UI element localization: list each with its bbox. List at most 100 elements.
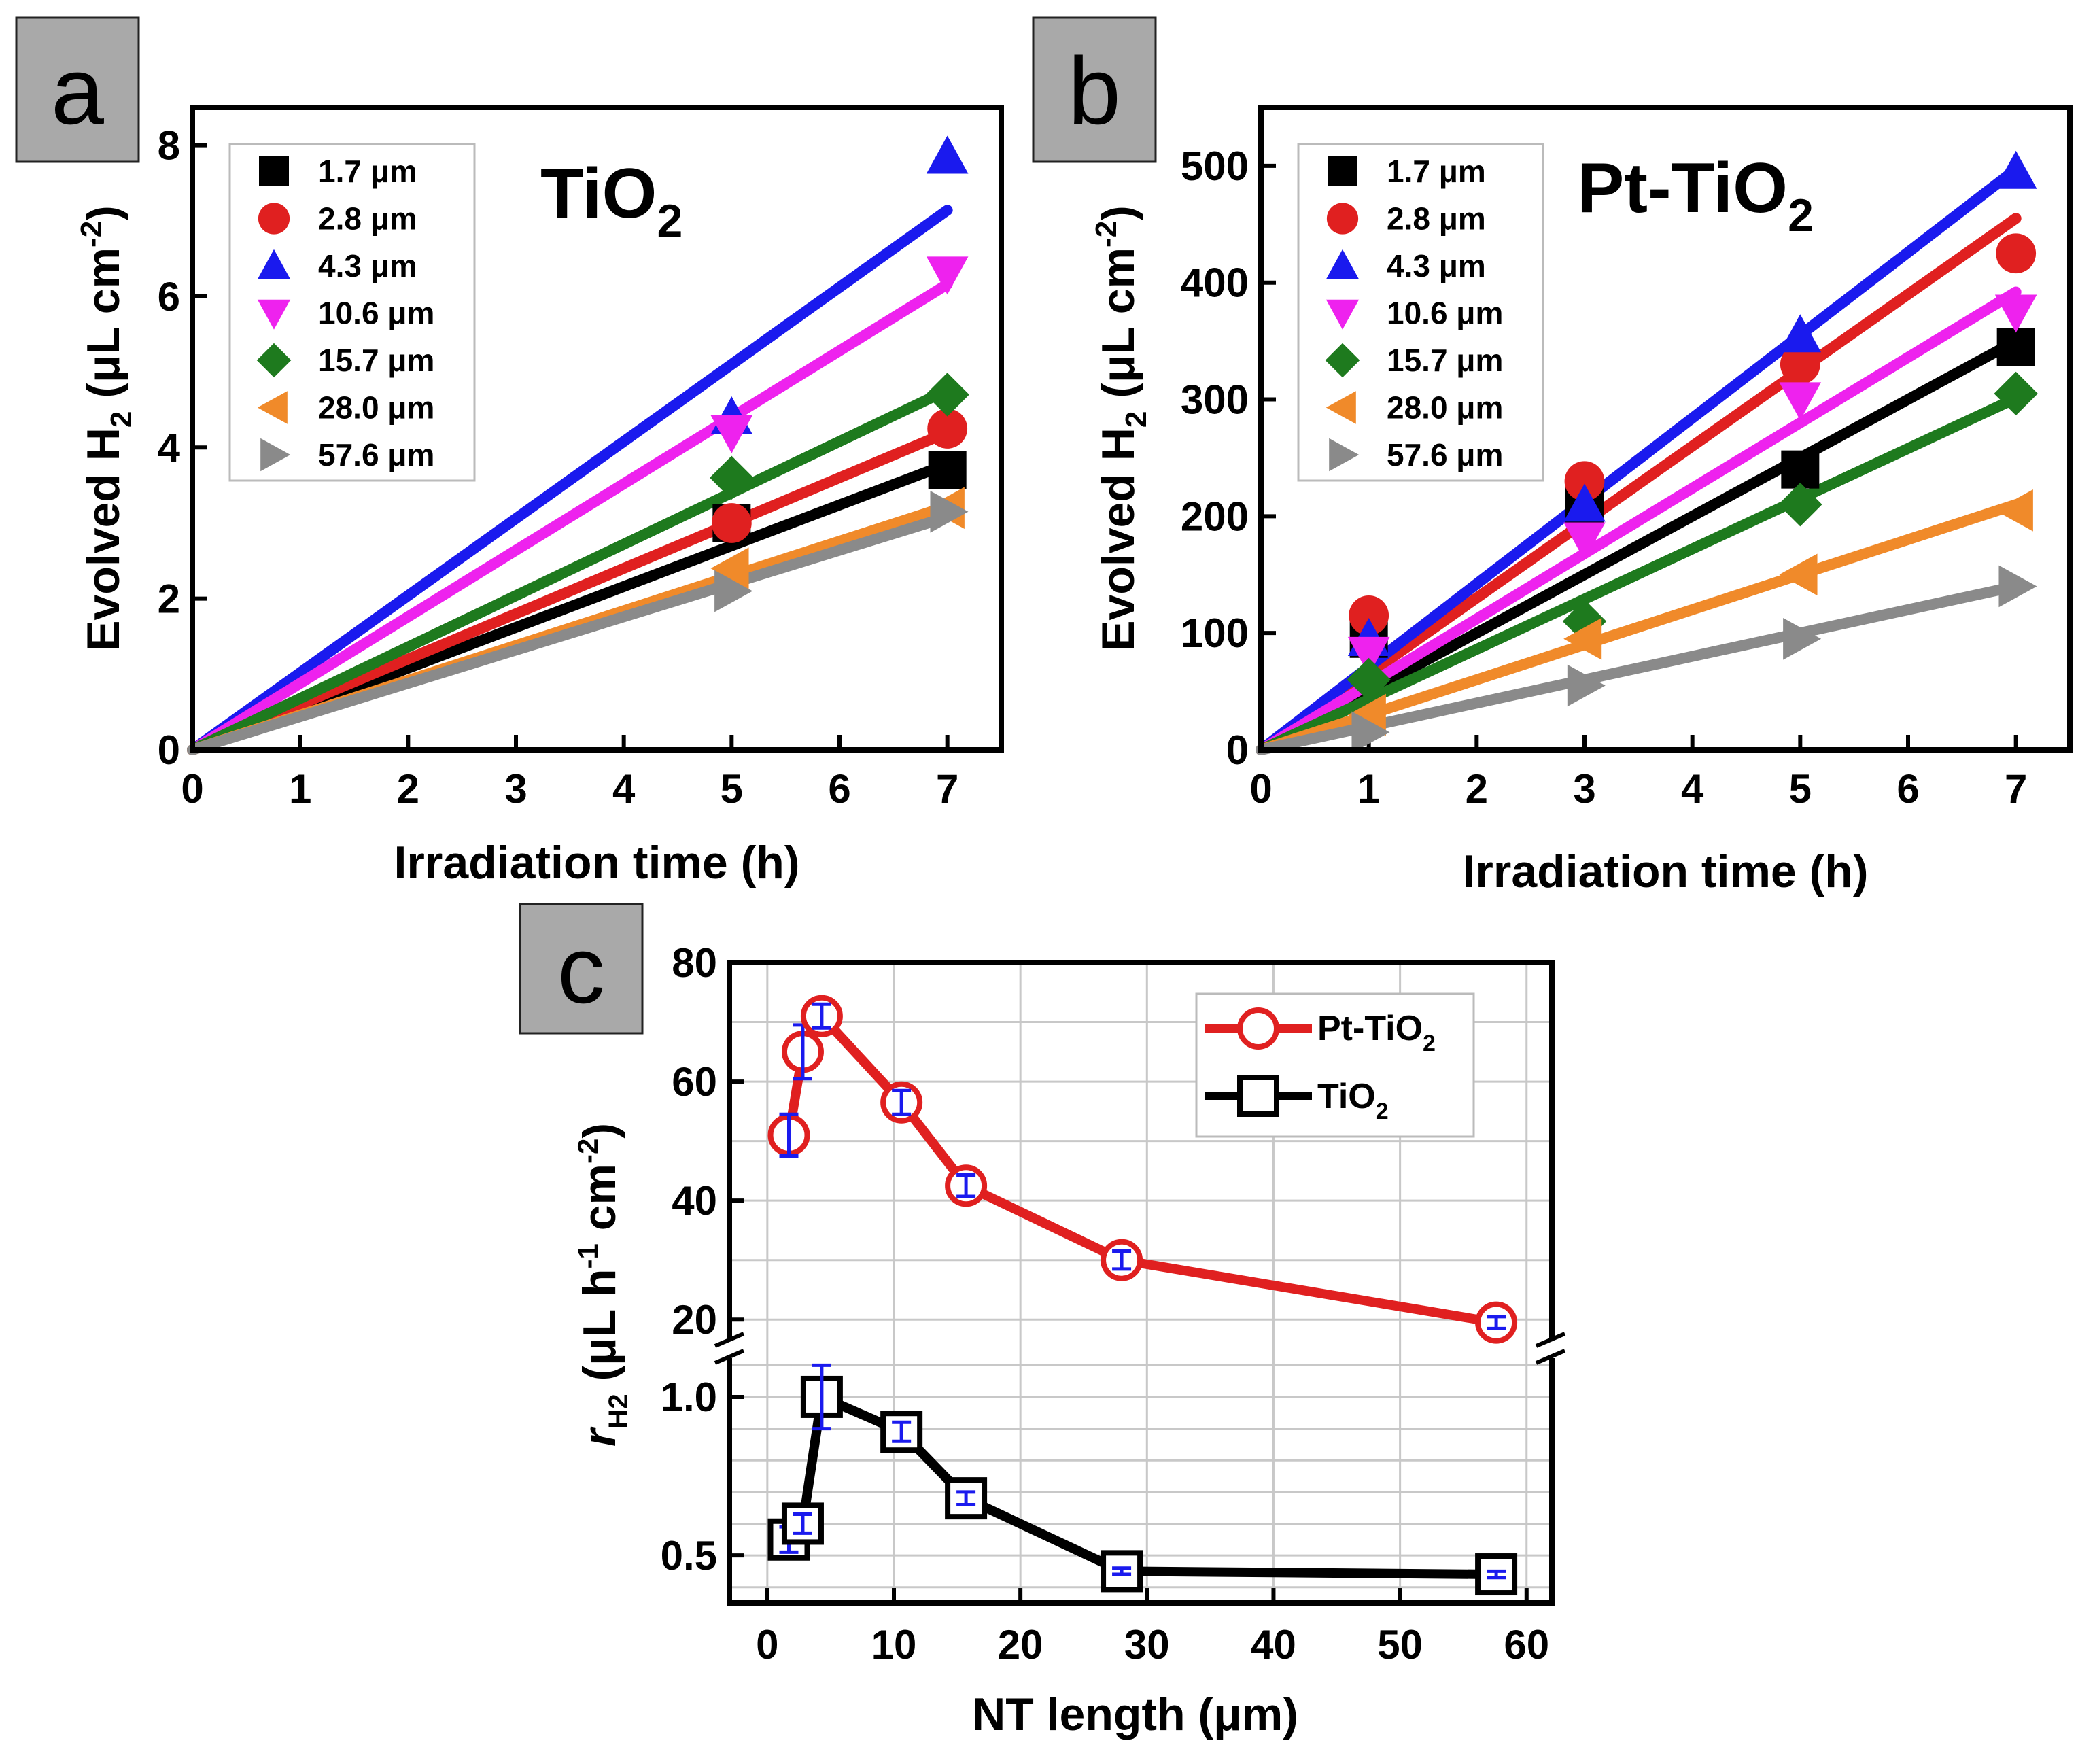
data-point — [710, 455, 754, 500]
legend-marker — [256, 343, 292, 378]
ylabel-b: Evolved H2 (μL cm-2) — [1090, 205, 1153, 651]
panel-b: b 0 1 2 3 4 5 6 7 0 100 200 300 400 500 1.7 μm 2.8 μm 4… — [1032, 16, 2073, 897]
panel-c-label-box — [519, 903, 644, 1035]
data-point — [1567, 664, 1606, 707]
x-tick-label: 3 — [1573, 766, 1595, 812]
y-tick-label: 6 — [158, 274, 180, 319]
panel-a: a 0 1 2 3 4 5 6 7 0 2 4 6 8 1.7 μm 2.8 μm 4.3 μm 10.6 μ… — [15, 16, 1004, 888]
y-tick-label: 80 — [672, 940, 717, 986]
y-tick-label: 8 — [158, 123, 180, 169]
plot-b-frame — [1258, 105, 2073, 753]
data-point — [930, 490, 969, 533]
data-point — [1996, 328, 2035, 366]
legend-label: 10.6 μm — [1387, 296, 1503, 331]
fit-line — [187, 511, 953, 755]
data-point — [926, 256, 969, 295]
panel-b-label-box — [1032, 16, 1157, 163]
ylabel-c: rH2 (μL h-1 cm-2) — [572, 1123, 634, 1447]
legend-c-ti-label: TiO2 — [1317, 1077, 1389, 1124]
y-tick-label: 0 — [158, 727, 180, 773]
legend-label: 28.0 μm — [1387, 390, 1503, 426]
legend-label: 1.7 μm — [318, 154, 417, 189]
data-point — [1996, 233, 2037, 274]
x-tick-label: 6 — [828, 766, 850, 812]
data-point — [1994, 150, 2037, 189]
y-tick-label: 20 — [672, 1297, 717, 1343]
x-tick-label: 0 — [181, 766, 203, 812]
data-point — [1564, 461, 1605, 502]
x-tick-label: 7 — [936, 766, 958, 812]
plot-a-frame — [190, 105, 1004, 753]
ylabel-a: Evolved H2 (μL cm-2) — [75, 205, 138, 651]
legend-label: 15.7 μm — [1387, 343, 1503, 378]
x-tick-label: 4 — [1681, 766, 1704, 812]
data-point — [1994, 294, 2037, 333]
x-tick-label: 2 — [397, 766, 419, 812]
y-tick-label: 0 — [1226, 727, 1249, 773]
x-tick-label: 6 — [1897, 766, 1919, 812]
axis-break-right-1 — [1535, 1332, 1566, 1348]
x-tick-label: 60 — [1504, 1622, 1549, 1667]
axis-break-right-2 — [1535, 1349, 1566, 1365]
data-point — [1781, 450, 1820, 489]
fit-line — [187, 205, 953, 755]
x-tick-label: 1 — [289, 766, 311, 812]
data-point — [1783, 617, 1822, 660]
panel-b-letter: b — [1068, 37, 1121, 144]
data-point — [1563, 522, 1606, 561]
data-point — [927, 409, 968, 449]
x-tick-label: 4 — [612, 766, 636, 812]
xlabel-b: Irradiation time (h) — [1463, 846, 1869, 897]
legend-marker — [259, 156, 289, 186]
fit-line — [1256, 286, 2022, 755]
legend-label: 2.8 μm — [1387, 201, 1486, 237]
legend-marker — [1328, 156, 1357, 186]
data-point — [711, 503, 752, 543]
panel-a-letter: a — [51, 37, 104, 144]
legend-marker — [257, 249, 291, 279]
plot-c-frame — [727, 960, 1555, 1606]
data-point — [1349, 595, 1389, 636]
data-point — [1563, 483, 1606, 522]
legend-marker — [260, 438, 291, 472]
plot-a: 0 1 2 3 4 5 6 7 0 2 4 6 8 — [158, 123, 969, 812]
x-tick-label: 10 — [871, 1622, 917, 1667]
data-point — [1563, 617, 1602, 660]
x-tick-label: 0 — [756, 1622, 778, 1667]
x-tick-label: 40 — [1251, 1622, 1296, 1667]
fit-line — [187, 384, 953, 755]
y-tick-label: 60 — [672, 1059, 717, 1105]
panel-a-label-box — [15, 16, 140, 163]
legend-b-items: 1.7 μm 2.8 μm 4.3 μm 10.6 μm 15.7 μm 28.0 μm 5… — [1325, 154, 1503, 472]
data-point — [1779, 314, 1822, 353]
data-point — [1351, 711, 1390, 754]
x-tick-label: 5 — [1789, 766, 1812, 812]
x-tick-label: 0 — [1249, 766, 1272, 812]
data-point — [1562, 599, 1607, 644]
x-tick-label: 1 — [1357, 766, 1380, 812]
y-tick-label: 40 — [672, 1178, 717, 1224]
y-tick-label: 2 — [158, 576, 180, 622]
xlabel-a: Irradiation time (h) — [394, 837, 800, 888]
legend-c-pt-marker — [1237, 1007, 1279, 1050]
data-point — [1780, 344, 1820, 385]
legend-marker — [1326, 203, 1359, 235]
data-point — [1994, 371, 2038, 416]
legend-c-pt-label: Pt-TiO2 — [1317, 1009, 1436, 1056]
fit-line — [1256, 499, 2022, 755]
data-point — [1998, 565, 2037, 608]
y-tick-label: 100 — [1181, 610, 1249, 656]
data-point — [710, 415, 753, 453]
legend-label: 1.7 μm — [1387, 154, 1486, 189]
data-point — [1779, 382, 1822, 421]
data-point — [1101, 1550, 1143, 1593]
legend-label: 15.7 μm — [318, 343, 434, 378]
y-tick-label: 400 — [1181, 260, 1249, 306]
legend-label: 57.6 μm — [318, 437, 434, 472]
fit-line — [1256, 213, 2022, 755]
data-point — [1778, 482, 1822, 527]
legend-marker — [1325, 343, 1360, 378]
data-point — [925, 373, 969, 417]
data-point — [1779, 553, 1818, 596]
